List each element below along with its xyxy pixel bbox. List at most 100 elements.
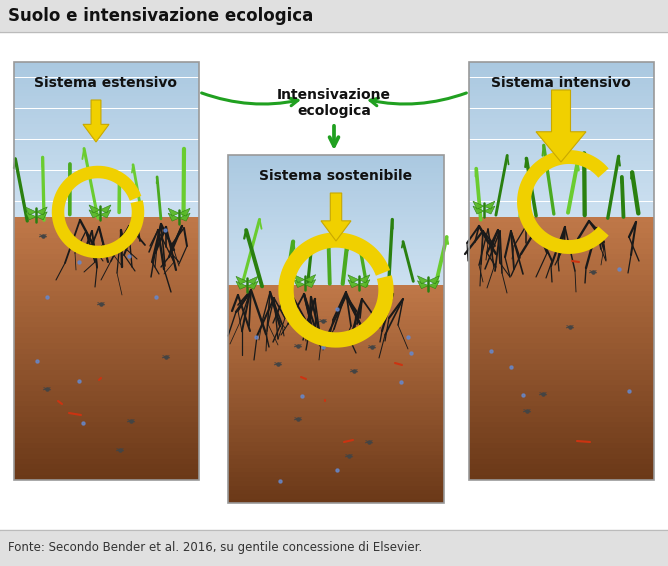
Bar <box>228 248 444 251</box>
Polygon shape <box>25 207 36 215</box>
Bar <box>228 468 444 473</box>
Bar <box>14 214 199 217</box>
Bar <box>469 80 654 84</box>
Text: ecologica: ecologica <box>297 104 371 118</box>
Bar <box>14 454 199 459</box>
Bar <box>469 380 654 385</box>
Bar <box>469 201 654 204</box>
Bar <box>469 204 654 208</box>
Bar <box>469 180 654 183</box>
Bar <box>228 183 444 186</box>
Bar <box>469 259 654 264</box>
Bar <box>14 149 199 152</box>
Bar <box>228 202 444 204</box>
Bar <box>228 315 444 320</box>
Bar <box>228 389 444 394</box>
Bar <box>469 333 654 338</box>
Bar <box>469 102 654 105</box>
Bar <box>228 355 444 359</box>
Polygon shape <box>536 90 586 162</box>
Bar <box>469 306 654 312</box>
Bar <box>228 238 444 241</box>
Bar <box>228 160 444 163</box>
Bar <box>469 65 654 68</box>
Bar <box>0 530 668 566</box>
Bar <box>14 233 199 238</box>
Bar <box>14 158 199 161</box>
Polygon shape <box>100 210 111 218</box>
Polygon shape <box>294 280 305 288</box>
Bar <box>14 459 199 464</box>
Polygon shape <box>36 207 47 215</box>
Bar <box>14 68 199 71</box>
Bar <box>469 406 654 411</box>
Bar <box>228 199 444 202</box>
Bar <box>228 220 444 222</box>
Bar <box>14 354 199 359</box>
Bar <box>14 62 199 480</box>
Polygon shape <box>484 201 495 209</box>
Bar <box>228 246 444 248</box>
Bar <box>14 62 199 65</box>
Bar <box>469 143 654 145</box>
Bar <box>14 211 199 214</box>
Bar <box>228 302 444 307</box>
Bar <box>228 209 444 212</box>
Bar <box>228 282 444 285</box>
Bar <box>228 155 444 503</box>
Bar <box>14 118 199 121</box>
Bar <box>469 217 654 222</box>
Bar <box>228 447 444 451</box>
Polygon shape <box>484 206 495 214</box>
Bar <box>14 208 199 211</box>
Bar <box>228 407 444 411</box>
Bar <box>14 99 199 102</box>
Bar <box>14 186 199 189</box>
Bar <box>14 145 199 149</box>
Bar <box>469 149 654 152</box>
Bar <box>228 189 444 191</box>
Bar <box>228 398 444 403</box>
Bar <box>14 312 199 317</box>
Bar <box>469 192 654 195</box>
Bar <box>14 189 199 192</box>
Bar <box>228 272 444 275</box>
Bar <box>228 264 444 267</box>
Polygon shape <box>428 276 440 284</box>
Bar <box>14 349 199 354</box>
Bar <box>228 181 444 183</box>
Bar <box>14 84 199 87</box>
Bar <box>469 161 654 164</box>
Bar <box>469 136 654 139</box>
Bar <box>14 130 199 134</box>
Bar <box>228 259 444 261</box>
Bar <box>14 238 199 243</box>
Bar <box>469 385 654 391</box>
Bar <box>469 155 654 158</box>
Bar <box>14 93 199 96</box>
Bar <box>14 322 199 328</box>
Bar <box>14 180 199 183</box>
Bar <box>228 481 444 486</box>
Polygon shape <box>359 280 370 288</box>
Bar <box>228 438 444 442</box>
Bar <box>228 178 444 181</box>
Bar <box>469 109 654 112</box>
Bar <box>228 381 444 385</box>
Bar <box>14 259 199 264</box>
Bar <box>14 164 199 168</box>
Bar <box>228 363 444 368</box>
Bar <box>14 380 199 385</box>
Bar <box>469 317 654 322</box>
Bar <box>469 62 654 65</box>
Bar <box>228 191 444 194</box>
Bar <box>228 376 444 381</box>
Bar <box>469 322 654 328</box>
Bar <box>14 105 199 109</box>
Bar <box>469 87 654 90</box>
Bar <box>469 183 654 186</box>
Polygon shape <box>321 193 351 241</box>
Bar <box>228 494 444 499</box>
Polygon shape <box>428 281 440 289</box>
Bar <box>228 277 444 280</box>
